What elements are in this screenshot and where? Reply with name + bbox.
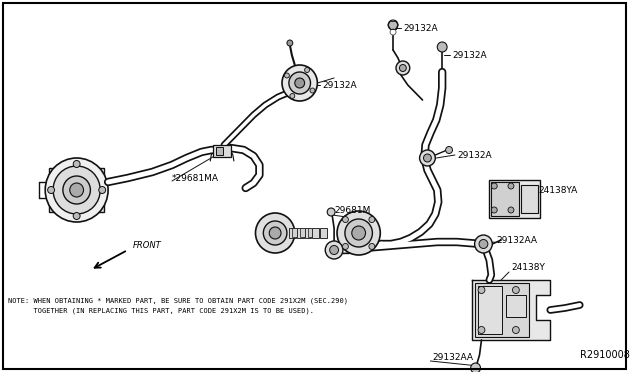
Circle shape <box>295 78 305 88</box>
Circle shape <box>420 150 435 166</box>
Text: 29681M: 29681M <box>334 205 371 215</box>
Circle shape <box>290 93 295 99</box>
Circle shape <box>352 226 365 240</box>
Text: NOTE: WHEN OBTAINING * MARKED PART, BE SURE TO OBTAIN PART CODE 291X2M (SEC.290): NOTE: WHEN OBTAINING * MARKED PART, BE S… <box>8 298 348 305</box>
Text: 24138YA: 24138YA <box>538 186 578 195</box>
Circle shape <box>424 154 431 162</box>
Bar <box>521 185 538 213</box>
Text: 29132A: 29132A <box>452 51 486 60</box>
Circle shape <box>63 176 90 204</box>
Circle shape <box>99 186 106 193</box>
Circle shape <box>305 67 310 73</box>
Circle shape <box>310 88 315 93</box>
Circle shape <box>388 20 398 30</box>
Circle shape <box>513 327 519 334</box>
Circle shape <box>330 246 339 254</box>
Circle shape <box>475 235 492 253</box>
Circle shape <box>345 219 372 247</box>
Circle shape <box>390 29 396 35</box>
Text: 29132AA: 29132AA <box>496 235 537 244</box>
Circle shape <box>508 183 514 189</box>
Circle shape <box>289 72 310 94</box>
Circle shape <box>492 183 497 189</box>
Bar <box>297 228 303 238</box>
Circle shape <box>342 243 348 250</box>
Circle shape <box>255 213 295 253</box>
Bar <box>506 295 525 317</box>
Bar <box>492 182 519 216</box>
Circle shape <box>445 147 452 154</box>
Bar <box>300 228 305 237</box>
Circle shape <box>399 64 406 71</box>
Circle shape <box>513 286 519 294</box>
Circle shape <box>263 221 287 245</box>
Circle shape <box>492 207 497 213</box>
Text: *29681MA: *29681MA <box>172 173 219 183</box>
Circle shape <box>479 240 488 248</box>
Circle shape <box>396 61 410 75</box>
Circle shape <box>70 183 84 197</box>
Bar <box>213 145 231 157</box>
Circle shape <box>478 286 485 294</box>
Circle shape <box>337 211 380 255</box>
Circle shape <box>47 186 54 193</box>
Circle shape <box>73 212 80 219</box>
Circle shape <box>470 363 481 372</box>
Text: FRONT: FRONT <box>132 241 161 250</box>
Bar <box>490 180 540 218</box>
Bar <box>292 228 297 237</box>
Circle shape <box>282 65 317 101</box>
Bar <box>477 286 502 334</box>
Polygon shape <box>472 280 550 340</box>
Circle shape <box>287 40 293 46</box>
Bar <box>321 228 327 238</box>
Circle shape <box>342 217 348 222</box>
Bar <box>216 147 223 155</box>
Bar <box>289 228 296 238</box>
Bar <box>312 228 319 238</box>
Circle shape <box>327 208 335 216</box>
Text: 29132AA: 29132AA <box>433 353 474 362</box>
Circle shape <box>45 158 108 222</box>
Text: 24138Y: 24138Y <box>511 263 545 273</box>
Circle shape <box>325 241 343 259</box>
Circle shape <box>269 227 281 239</box>
Bar <box>49 168 104 212</box>
Text: 29132A: 29132A <box>403 23 438 32</box>
Circle shape <box>369 217 375 222</box>
Circle shape <box>437 42 447 52</box>
Circle shape <box>53 166 100 214</box>
Circle shape <box>369 243 375 250</box>
Bar <box>475 283 529 337</box>
Text: R2910008: R2910008 <box>580 350 630 360</box>
Circle shape <box>73 160 80 167</box>
Text: 29132A: 29132A <box>323 80 357 90</box>
Text: TOGETHER (IN REPLACING THIS PART, PART CODE 291X2M IS TO BE USED).: TOGETHER (IN REPLACING THIS PART, PART C… <box>8 307 314 314</box>
Bar <box>308 228 312 237</box>
Circle shape <box>284 73 289 78</box>
Circle shape <box>508 207 514 213</box>
Bar <box>305 228 312 238</box>
Circle shape <box>478 327 485 334</box>
Text: 29132A: 29132A <box>457 151 492 160</box>
